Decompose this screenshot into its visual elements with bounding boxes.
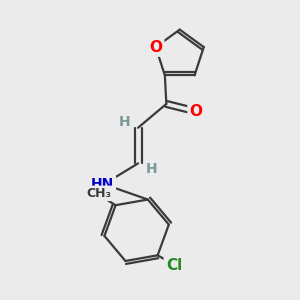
Text: H: H: [146, 162, 157, 176]
Text: Cl: Cl: [166, 258, 182, 273]
Text: H: H: [119, 115, 130, 129]
Text: O: O: [190, 104, 202, 119]
Text: HN: HN: [91, 177, 114, 191]
Text: O: O: [149, 40, 162, 55]
Text: CH₃: CH₃: [87, 187, 112, 200]
